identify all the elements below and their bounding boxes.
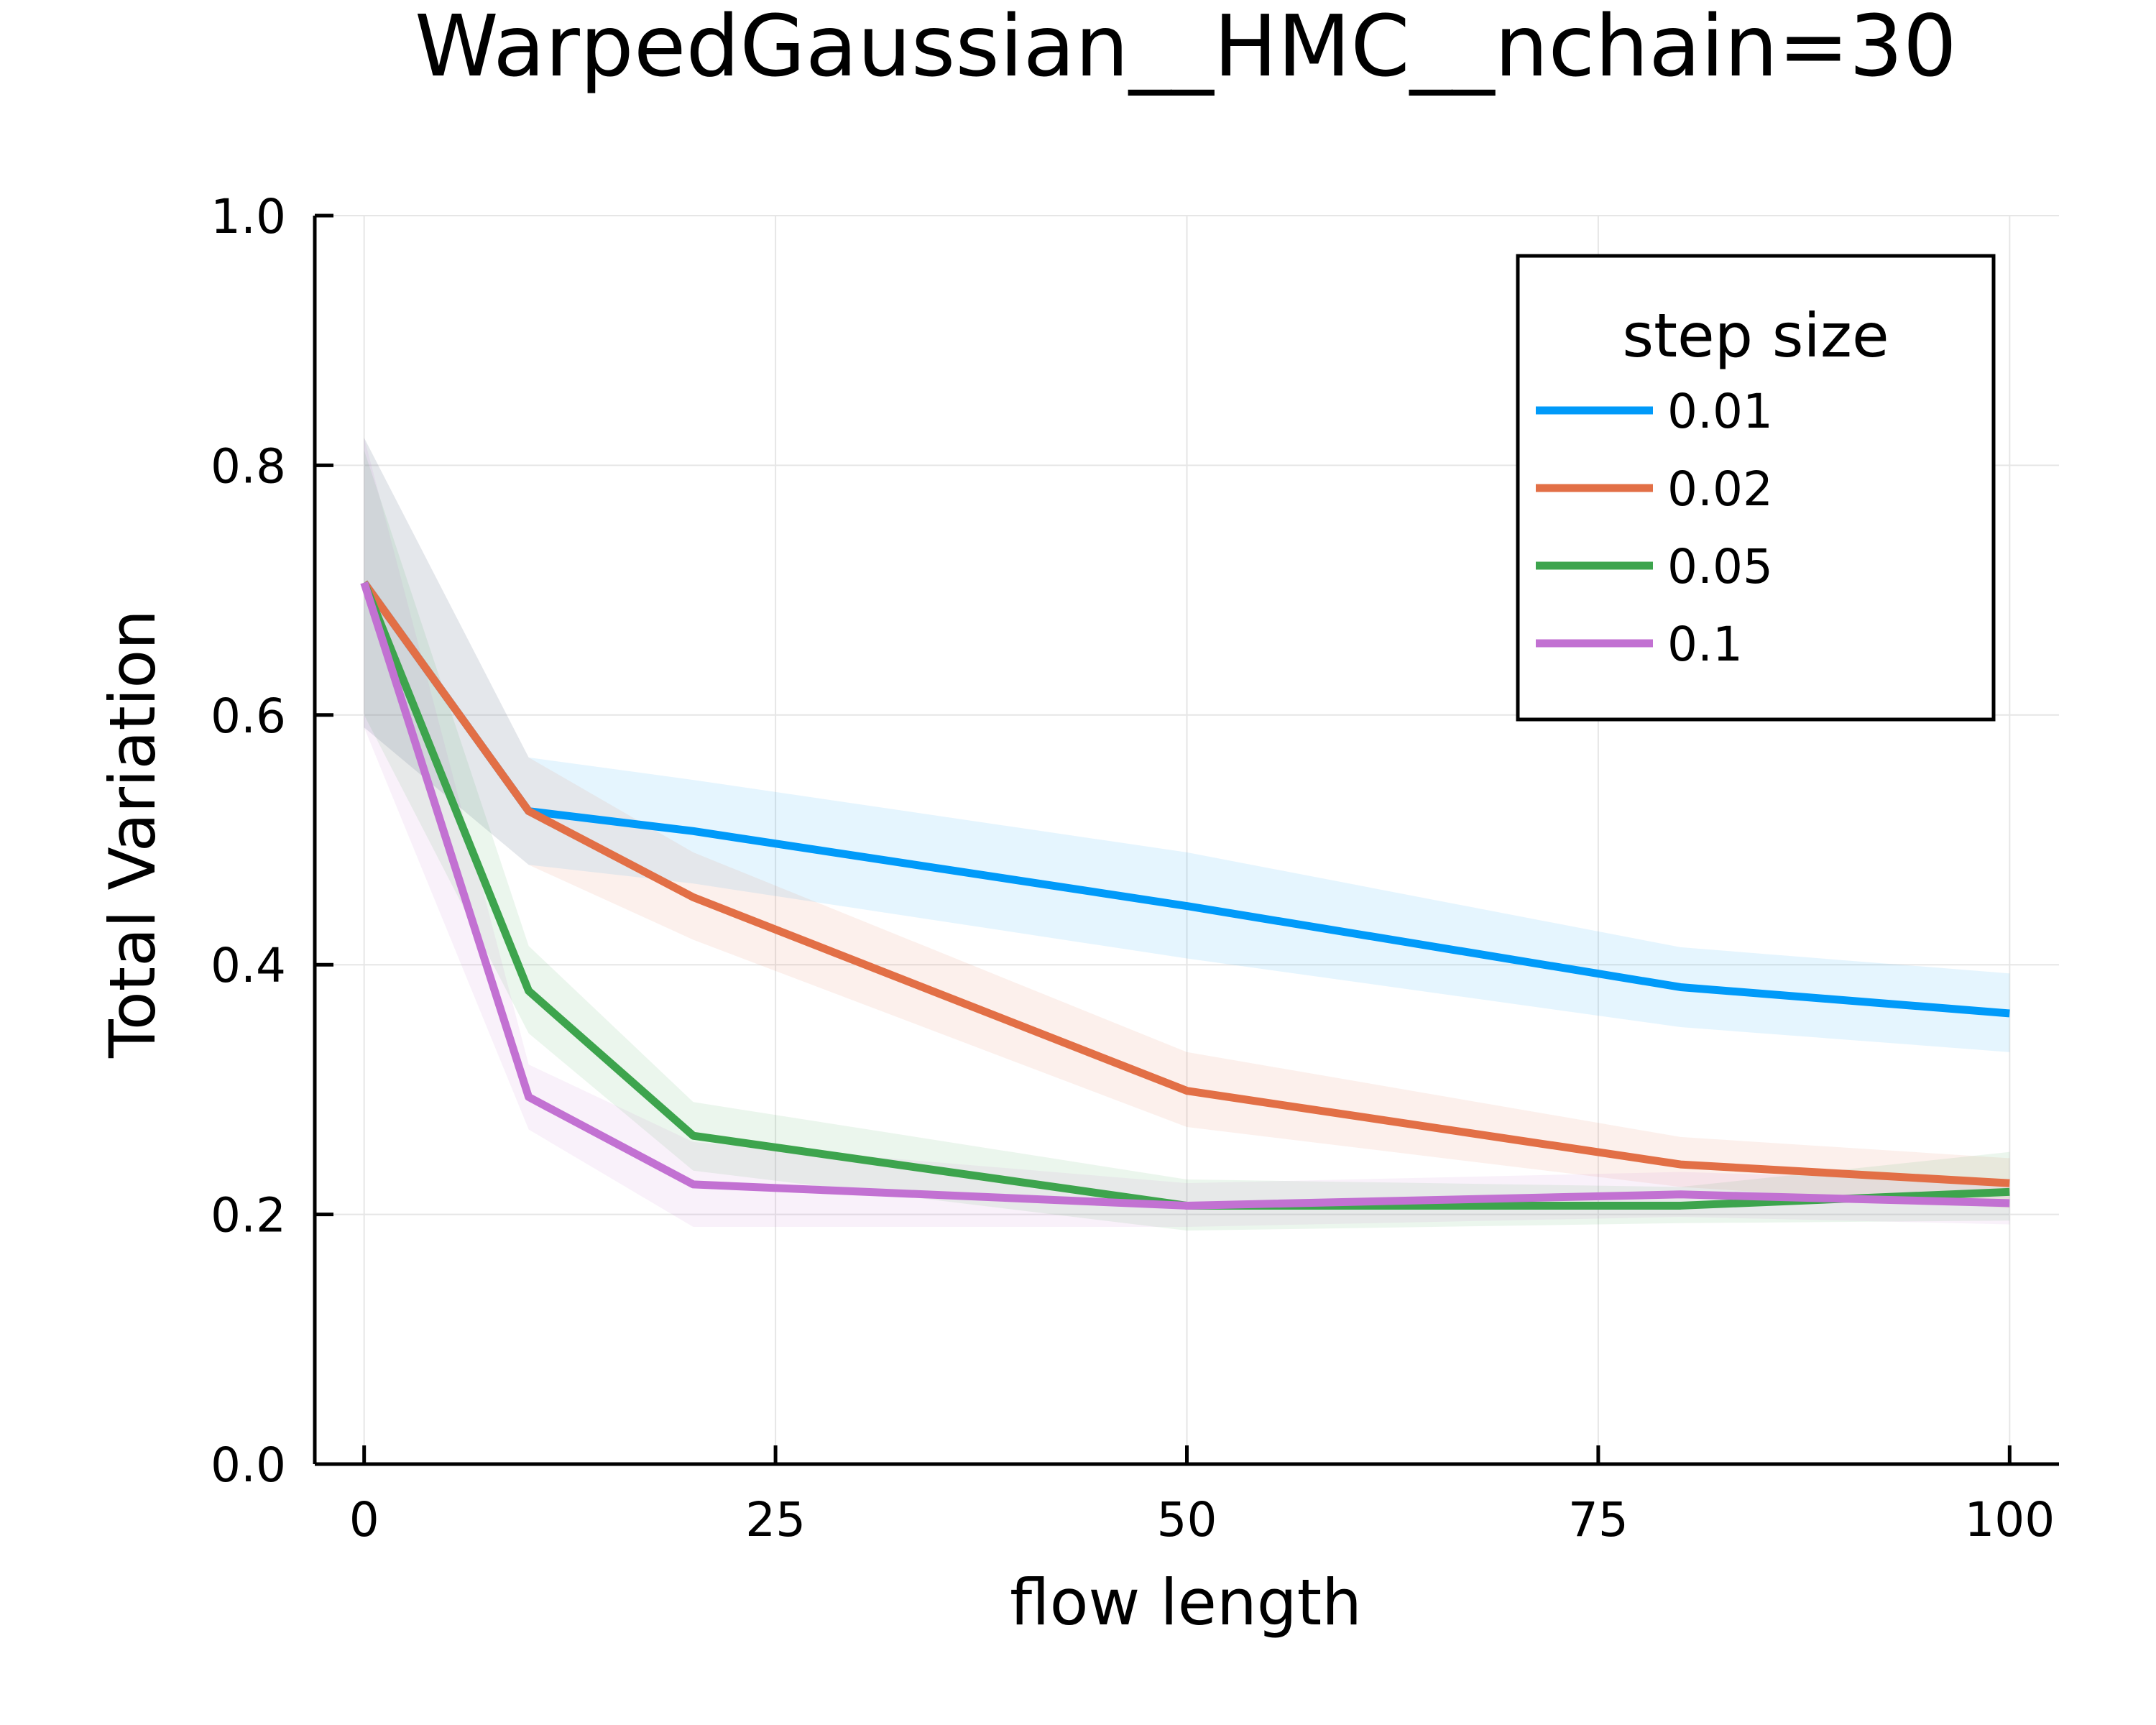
x-tick-label: 0 — [349, 1492, 379, 1547]
y-tick-label: 1.0 — [211, 189, 286, 244]
legend-label-0.1: 0.1 — [1667, 617, 1743, 672]
legend-label-0.02: 0.02 — [1667, 461, 1773, 517]
series-line-0.02 — [361, 580, 2010, 1187]
legend-label-0.01: 0.01 — [1667, 384, 1773, 439]
y-tick-label: 0.2 — [211, 1188, 286, 1243]
chart-title: WarpedGaussian__HMC__nchain=30 — [415, 0, 1957, 96]
axes — [313, 213, 2059, 1466]
x-tick-label: 75 — [1568, 1492, 1628, 1547]
tick-labels: 0 25 50 75 100 0.0 0.2 0.4 0.6 0.8 1.0 — [211, 189, 2055, 1547]
y-tick-label: 0.8 — [211, 438, 286, 494]
y-tick-label: 0.4 — [211, 938, 286, 993]
series-line-0.1 — [360, 581, 2010, 1210]
legend-title: step size — [1622, 300, 1889, 371]
y-axis-label: Total Variation — [96, 610, 170, 1059]
series-band-0.01 — [364, 438, 2010, 1052]
y-tick-label: 0.0 — [211, 1438, 286, 1493]
x-axis-label: flow length — [1010, 1565, 1362, 1639]
x-tick-label: 50 — [1157, 1492, 1217, 1547]
confidence-bands — [364, 438, 2010, 1231]
series-line-0.05 — [360, 581, 2010, 1210]
series-lines — [360, 580, 2010, 1210]
x-tick-label: 100 — [1964, 1492, 2055, 1547]
legend-label-0.05: 0.05 — [1667, 539, 1773, 594]
legend: step size 0.01 0.02 0.05 0.1 — [1516, 254, 1996, 722]
y-tick-label: 0.6 — [211, 689, 286, 744]
series-band-0.02 — [364, 438, 2010, 1208]
x-tick-label: 25 — [745, 1492, 806, 1547]
